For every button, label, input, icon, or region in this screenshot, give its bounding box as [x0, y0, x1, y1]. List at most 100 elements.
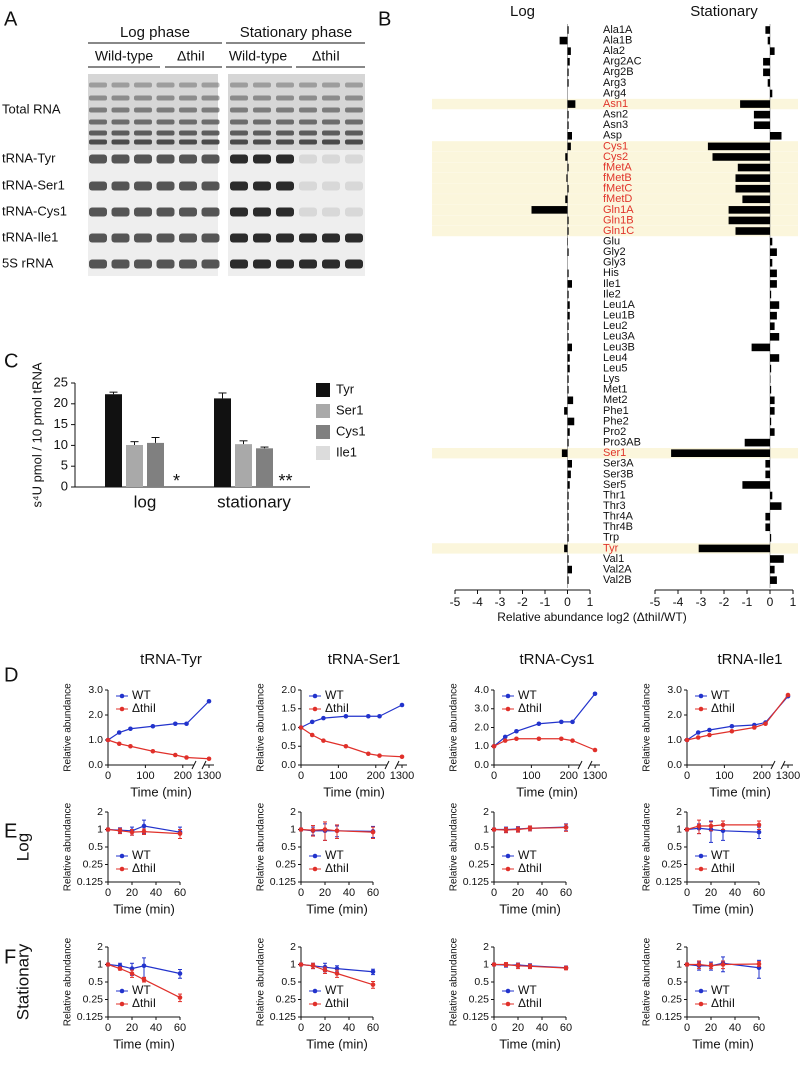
axis-break: [191, 760, 197, 770]
bar: [567, 132, 572, 140]
gel-band: [253, 259, 271, 269]
row-label: Log: [13, 833, 32, 861]
bar: [567, 470, 571, 479]
legend-marker: [119, 706, 125, 712]
y-tick-label: 0.125: [463, 1011, 489, 1023]
data-point: [116, 730, 122, 735]
bar: [735, 227, 770, 235]
x-tick-label: 0: [491, 887, 497, 899]
category-label: Ser3B: [603, 468, 634, 480]
x-tick-label: 40: [536, 1022, 548, 1034]
gel-band: [201, 259, 220, 269]
y-tick-label: 0.25: [83, 858, 104, 870]
y-axis-label: Relative abundance: [449, 937, 460, 1026]
category-label: Arg2B: [603, 66, 634, 78]
data-point: [707, 732, 712, 738]
bar: [567, 47, 571, 55]
bar: [567, 248, 569, 256]
x-axis-label: Time (min): [306, 1036, 368, 1051]
y-tick-label: 0.5: [281, 841, 296, 853]
legend-marker: [119, 866, 125, 872]
chart-title: tRNA-Cys1: [519, 651, 594, 668]
data-point: [184, 721, 189, 727]
data-point: [695, 730, 701, 735]
axis-break: [201, 760, 207, 770]
x-tick-label: 100: [329, 770, 347, 782]
gel-band: [253, 130, 271, 136]
gel-band: [111, 139, 130, 145]
y-tick-label: 0.25: [276, 858, 297, 870]
bar: [567, 428, 570, 436]
series-line: [107, 739, 210, 760]
gel-band: [230, 181, 248, 191]
data-point: [491, 962, 497, 967]
gel-band: [253, 139, 271, 145]
x-tick-label: 200: [367, 770, 385, 782]
data-point: [763, 721, 768, 727]
data-point: [370, 969, 376, 975]
y-tick-label: 25: [54, 374, 68, 389]
x-tick-label: 0: [684, 887, 690, 899]
data-point: [527, 825, 533, 831]
highlight-band: [432, 204, 798, 216]
x-tick-label: 200: [560, 770, 578, 782]
legend-label: ΔthiI: [711, 701, 735, 715]
x-tick-label: -5: [450, 595, 461, 609]
gel-band: [179, 130, 197, 136]
x-tick-label: 60: [174, 1022, 186, 1034]
gel-band: [276, 95, 294, 101]
x-tick-label: 40: [729, 1022, 741, 1034]
data-point: [696, 962, 702, 967]
bar: [567, 333, 569, 341]
legend-label: WT: [132, 983, 151, 997]
bar: [567, 523, 569, 532]
x-tick-label: 60: [753, 887, 765, 899]
gel-band: [111, 181, 130, 191]
gel-band: [89, 181, 107, 191]
gel-band: [299, 259, 317, 269]
data-point: [720, 962, 726, 967]
gel-band: [345, 139, 363, 145]
data-point: [559, 719, 564, 725]
data-point: [399, 702, 405, 708]
gel-band: [179, 181, 197, 191]
gel-band: [299, 139, 317, 145]
data-point: [343, 743, 349, 749]
bar: [105, 394, 122, 487]
bar: [770, 534, 772, 542]
legend-label: WT: [518, 688, 537, 702]
legend-marker: [312, 853, 318, 859]
gel-band: [230, 107, 248, 113]
gel-band: [179, 95, 197, 101]
x-tick-label: 40: [343, 1022, 355, 1034]
y-tick-label: 0.0: [667, 759, 682, 771]
axis-break: [577, 760, 583, 770]
x-tick-label: 60: [560, 887, 572, 899]
highlight-band: [432, 172, 798, 184]
y-tick-label: 2: [676, 941, 682, 953]
series-line: [493, 738, 596, 751]
bar: [770, 396, 775, 405]
y-tick-label: 3.0: [474, 703, 489, 715]
data-point: [503, 827, 509, 833]
phase-label: Stationary phase: [240, 24, 353, 41]
category-label: Met2: [603, 394, 627, 406]
gel-band: [230, 119, 248, 125]
y-tick-label: 0.5: [474, 841, 489, 853]
panel-label: E: [4, 820, 17, 842]
data-point: [684, 737, 690, 743]
bar: [567, 354, 570, 362]
bar: [753, 121, 770, 130]
x-tick-label: -2: [517, 595, 528, 609]
y-tick-label: 0.0: [88, 759, 103, 771]
y-tick-label: 1: [97, 958, 103, 970]
gel-band: [276, 119, 294, 125]
x-tick-label: 20: [126, 1022, 138, 1034]
x-tick-label: 0: [684, 1022, 690, 1034]
x-tick-label: -4: [472, 595, 483, 609]
gel-band: [111, 207, 130, 217]
gel-band: [111, 259, 130, 269]
series-line: [686, 695, 789, 741]
y-tick-label: 0.125: [77, 876, 103, 888]
category-label: Trp: [603, 532, 619, 544]
